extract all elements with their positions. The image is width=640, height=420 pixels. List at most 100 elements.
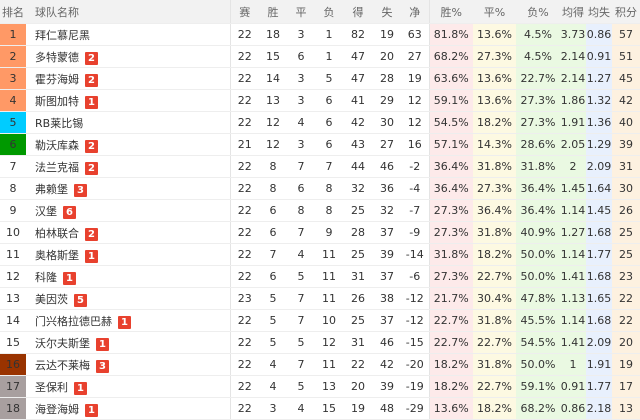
card-badge: 1: [85, 249, 98, 263]
lost-cell: 9: [315, 221, 343, 244]
team-name[interactable]: 柏林联合: [35, 226, 79, 240]
avg-against-cell: 1.36: [586, 111, 612, 134]
win-pct-cell: 13.6%: [428, 397, 473, 420]
table-row[interactable]: 9 汉堡 6 22 6 8 8 25 32 -7 27.3% 36.4% 36.4% 1.14 1.45 26: [0, 199, 640, 222]
played-cell: 22: [230, 177, 259, 200]
header-won[interactable]: 胜: [259, 0, 287, 24]
header-avg-for[interactable]: 均得: [560, 0, 586, 24]
win-pct-cell: 27.3%: [428, 199, 473, 222]
draw-pct-cell: 13.6%: [473, 89, 516, 112]
table-row[interactable]: 13 美因茨 5 23 5 7 11 26 38 -12 21.7% 30.4% 47.8% 1.13 1.…: [0, 287, 640, 310]
header-points[interactable]: 积分: [612, 0, 640, 24]
table-row[interactable]: 15 沃尔夫斯堡 1 22 5 5 12 31 46 -15 22.7% 22.7% 54.5% 1.41…: [0, 331, 640, 354]
goals-for-cell: 26: [343, 287, 373, 310]
table-row[interactable]: 2 多特蒙德 2 22 15 6 1 47 20 27 68.2% 27.3% 4.5% 2.14 0.91…: [0, 45, 640, 68]
win-pct-cell: 22.7%: [428, 331, 473, 354]
table-row[interactable]: 12 科隆 1 22 6 5 11 31 37 -6 27.3% 22.7% 50.0% 1.41 1.68…: [0, 265, 640, 288]
draw-pct-cell: 18.2%: [473, 243, 516, 266]
goals-against-cell: 39: [373, 243, 401, 266]
team-name[interactable]: 圣保利: [35, 380, 68, 394]
card-badge: 2: [85, 227, 98, 241]
table-row[interactable]: 6 勒沃库森 2 21 12 3 6 43 27 16 57.1% 14.3% 28.6% 2.05 1.2…: [0, 133, 640, 156]
header-team[interactable]: 球队名称: [26, 0, 231, 24]
win-pct-cell: 27.3%: [428, 265, 473, 288]
table-row[interactable]: 16 云达不莱梅 3 22 4 7 11 22 42 -20 18.2% 31.8% 50.0% 1 1.9…: [0, 353, 640, 376]
header-rank[interactable]: 排名: [0, 0, 26, 24]
team-cell: 沃尔夫斯堡 1: [26, 331, 231, 354]
team-name[interactable]: 勒沃库森: [35, 138, 79, 152]
header-goal-diff[interactable]: 净: [401, 0, 429, 24]
avg-against-cell: 1.32: [586, 89, 612, 112]
table-row[interactable]: 8 弗赖堡 3 22 8 6 8 32 36 -4 36.4% 27.3% 36.4% 1.45 1.64 3…: [0, 177, 640, 200]
rank-cell: 13: [0, 287, 26, 310]
header-goals-against[interactable]: 失: [373, 0, 401, 24]
won-cell: 6: [259, 221, 287, 244]
goals-against-cell: 27: [373, 133, 401, 156]
goal-diff-cell: -12: [401, 309, 429, 332]
table-row[interactable]: 3 霍芬海姆 2 22 14 3 5 47 28 19 63.6% 13.6% 22.7% 2.14 1.2…: [0, 67, 640, 90]
points-cell: 45: [612, 67, 640, 90]
team-name[interactable]: 美因茨: [35, 292, 68, 306]
avg-for-cell: 1.13: [560, 287, 586, 310]
avg-against-cell: 0.86: [586, 23, 612, 46]
team-name[interactable]: 科隆: [35, 270, 57, 284]
goal-diff-cell: -15: [401, 331, 429, 354]
won-cell: 18: [259, 23, 287, 46]
header-avg-against[interactable]: 均失: [586, 0, 612, 24]
team-name[interactable]: 法兰克福: [35, 160, 79, 174]
header-goals-for[interactable]: 得: [343, 0, 373, 24]
team-name[interactable]: 霍芬海姆: [35, 72, 79, 86]
rank-cell: 17: [0, 375, 26, 398]
header-loss-pct[interactable]: 负%: [516, 0, 560, 24]
played-cell: 22: [230, 375, 259, 398]
lost-cell: 6: [315, 89, 343, 112]
team-name[interactable]: RB莱比锡: [35, 116, 84, 130]
draw-pct-cell: 31.8%: [473, 309, 516, 332]
table-row[interactable]: 11 奥格斯堡 1 22 7 4 11 25 39 -14 31.8% 18.2% 50.0% 1.14 1…: [0, 243, 640, 266]
header-played[interactable]: 赛: [230, 0, 259, 24]
goals-against-cell: 19: [373, 23, 401, 46]
won-cell: 3: [259, 397, 287, 420]
table-row[interactable]: 14 门兴格拉德巴赫 1 22 5 7 10 25 37 -12 22.7% 31.8% 45.5% 1.…: [0, 309, 640, 332]
team-name[interactable]: 弗赖堡: [35, 182, 68, 196]
header-lost[interactable]: 负: [315, 0, 343, 24]
played-cell: 22: [230, 45, 259, 68]
team-name[interactable]: 沃尔夫斯堡: [35, 336, 90, 350]
table-row[interactable]: 5 RB莱比锡 22 12 4 6 42 30 12 54.5% 18.2% 27.3% 1.91 1.3…: [0, 111, 640, 134]
team-name[interactable]: 多特蒙德: [35, 50, 79, 64]
rank-cell: 16: [0, 353, 26, 376]
header-drawn[interactable]: 平: [287, 0, 315, 24]
table-header: 排名 球队名称赛胜平负得失净胜% 平% 负% 均得 均失 积分: [0, 0, 640, 24]
table-row[interactable]: 1 拜仁慕尼黑 22 18 3 1 82 19 63 81.8% 13.6% 4.5% 3.73 0.86…: [0, 23, 640, 46]
rank-cell: 11: [0, 243, 26, 266]
drawn-cell: 7: [287, 309, 315, 332]
avg-against-cell: 1.64: [586, 177, 612, 200]
table-row[interactable]: 7 法兰克福 2 22 8 7 7 44 46 -2 36.4% 31.8% 31.8% 2 2.09 31: [0, 155, 640, 178]
goals-against-cell: 20: [373, 45, 401, 68]
team-name[interactable]: 汉堡: [35, 204, 57, 218]
points-cell: 23: [612, 265, 640, 288]
team-name[interactable]: 海登海姆: [35, 402, 79, 416]
rank-cell: 5: [0, 111, 26, 134]
team-name[interactable]: 奥格斯堡: [35, 248, 79, 262]
table-row[interactable]: 4 斯图加特 1 22 13 3 6 41 29 12 59.1% 13.6% 27.3% 1.86 1.3…: [0, 89, 640, 112]
table-row[interactable]: 17 圣保利 1 22 4 5 13 20 39 -19 18.2% 22.7% 59.1% 0.91 1.…: [0, 375, 640, 398]
team-name[interactable]: 斯图加特: [35, 94, 79, 108]
avg-for-cell: 2: [560, 155, 586, 178]
team-name[interactable]: 拜仁慕尼黑: [35, 28, 90, 42]
table-row[interactable]: 10 柏林联合 2 22 6 7 9 28 37 -9 27.3% 31.8% 40.9% 1.27 1.6…: [0, 221, 640, 244]
team-name[interactable]: 云达不莱梅: [35, 358, 90, 372]
loss-pct-cell: 27.3%: [516, 111, 560, 134]
table-row[interactable]: 18 海登海姆 1 22 3 4 15 19 48 -29 13.6% 18.2% 68.2% 0.86 2…: [0, 397, 640, 420]
avg-against-cell: 2.09: [586, 331, 612, 354]
rank-cell: 10: [0, 221, 26, 244]
won-cell: 8: [259, 177, 287, 200]
goal-diff-cell: -14: [401, 243, 429, 266]
won-cell: 14: [259, 67, 287, 90]
avg-for-cell: 2.14: [560, 67, 586, 90]
goal-diff-cell: -7: [401, 199, 429, 222]
header-draw-pct[interactable]: 平%: [473, 0, 516, 24]
team-name[interactable]: 门兴格拉德巴赫: [35, 314, 112, 328]
header-win-pct[interactable]: 胜%: [428, 0, 473, 24]
